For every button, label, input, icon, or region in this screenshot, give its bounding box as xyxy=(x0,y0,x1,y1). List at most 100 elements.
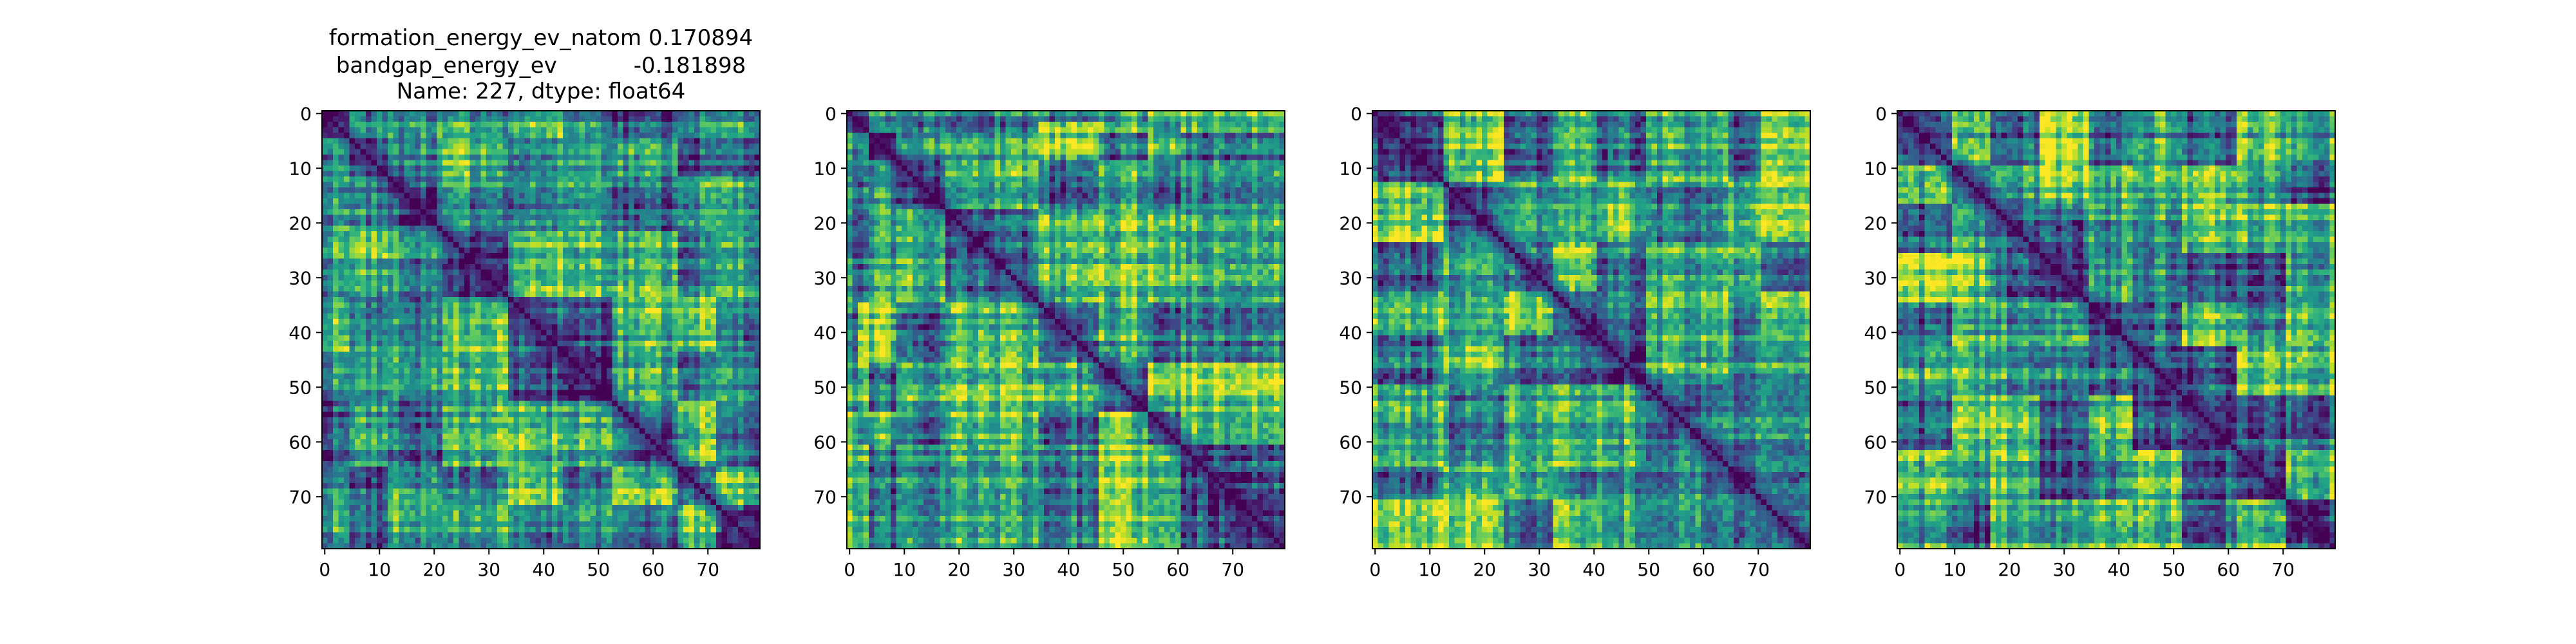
heatmap-cell xyxy=(585,352,591,358)
heatmap-cell xyxy=(743,341,750,347)
heatmap-cell xyxy=(448,417,454,424)
heatmap-cell xyxy=(585,368,591,374)
heatmap-cell xyxy=(607,116,613,122)
heatmap-cell xyxy=(732,204,739,210)
heatmap-cell xyxy=(442,122,449,128)
heatmap-cell xyxy=(563,187,569,194)
heatmap-cell xyxy=(480,417,487,424)
heatmap-cell xyxy=(694,138,701,144)
heatmap-cell xyxy=(508,422,515,429)
heatmap-cell xyxy=(699,155,706,161)
heatmap-cell xyxy=(585,433,591,440)
heatmap-cell xyxy=(382,324,388,330)
heatmap-cell xyxy=(513,242,520,249)
heatmap-cell xyxy=(480,280,487,287)
heatmap-cell xyxy=(366,401,372,407)
heatmap-cell xyxy=(677,286,684,292)
heatmap-cell xyxy=(634,401,640,407)
heatmap-cell xyxy=(710,308,717,314)
heatmap-cell xyxy=(568,209,574,216)
heatmap-cell xyxy=(645,401,651,407)
heatmap-cell xyxy=(601,335,607,341)
heatmap-cell xyxy=(754,275,761,281)
heatmap-cell xyxy=(366,297,372,303)
heatmap-cell xyxy=(541,433,547,440)
heatmap-cell xyxy=(754,247,761,254)
heatmap-cell xyxy=(344,368,350,374)
heatmap-cell xyxy=(366,171,372,177)
heatmap-cell xyxy=(535,220,542,227)
heatmap-cell xyxy=(607,253,613,260)
heatmap-cell xyxy=(629,138,635,144)
heatmap-cell xyxy=(672,214,679,221)
heatmap-cell xyxy=(453,236,460,243)
heatmap-cell xyxy=(683,379,690,385)
heatmap-cell xyxy=(557,368,564,374)
heatmap-cell xyxy=(388,122,394,128)
heatmap-cell xyxy=(486,357,493,363)
heatmap-cell xyxy=(371,444,377,451)
heatmap-cell xyxy=(541,428,547,435)
heatmap-cell xyxy=(743,357,750,363)
heatmap-cell xyxy=(732,247,739,254)
heatmap-cell xyxy=(535,297,542,303)
heatmap-cell xyxy=(634,166,640,172)
heatmap-cell xyxy=(464,390,471,396)
heatmap-cell xyxy=(645,193,651,199)
heatmap-cell xyxy=(513,374,520,380)
heatmap-cell xyxy=(738,209,744,216)
heatmap-cell xyxy=(486,444,493,451)
heatmap-cell xyxy=(732,258,739,265)
heatmap-cell xyxy=(464,187,471,194)
heatmap-cell xyxy=(557,111,564,117)
heatmap-cell xyxy=(530,412,536,418)
heatmap-cell xyxy=(541,395,547,402)
heatmap-cell xyxy=(442,198,449,205)
heatmap-cell xyxy=(563,160,569,166)
heatmap-cell xyxy=(431,187,438,194)
heatmap-cell xyxy=(366,302,372,308)
heatmap-cell xyxy=(535,319,542,325)
heatmap-cell xyxy=(322,122,328,128)
heatmap-cell xyxy=(519,319,526,325)
heatmap-cell xyxy=(426,122,432,128)
heatmap-cell xyxy=(349,444,355,451)
heatmap-cell xyxy=(716,144,723,150)
heatmap-cell xyxy=(333,433,339,440)
heatmap-cell xyxy=(601,187,607,194)
heatmap-cell xyxy=(749,138,755,144)
heatmap-cell xyxy=(683,412,690,418)
heatmap-cell xyxy=(710,149,717,155)
heatmap-cell xyxy=(738,176,744,183)
heatmap-cell xyxy=(694,417,701,424)
heatmap-cell xyxy=(618,220,624,227)
heatmap-cell xyxy=(661,302,668,308)
heatmap-cell xyxy=(546,127,553,133)
heatmap-cell xyxy=(327,122,334,128)
heatmap-cell xyxy=(333,395,339,402)
heatmap-cell xyxy=(327,444,334,451)
heatmap-cell xyxy=(530,149,536,155)
heatmap-cell xyxy=(480,433,487,440)
heatmap-cell xyxy=(371,422,377,429)
heatmap-cell xyxy=(393,335,399,341)
heatmap-cell xyxy=(601,368,607,374)
heatmap-cell xyxy=(574,313,580,319)
heatmap-cell xyxy=(667,220,673,227)
heatmap-cell xyxy=(519,379,526,385)
heatmap-cell xyxy=(426,346,432,352)
heatmap-cell xyxy=(360,412,366,418)
heatmap-cell xyxy=(629,187,635,194)
heatmap-cell xyxy=(727,236,734,243)
heatmap-cell xyxy=(563,220,569,227)
heatmap-cell xyxy=(596,428,602,435)
heatmap-cell xyxy=(475,428,482,435)
heatmap-cell xyxy=(743,264,750,270)
heatmap-cell xyxy=(399,368,405,374)
heatmap-cell xyxy=(491,319,498,325)
heatmap-cell xyxy=(552,330,558,336)
heatmap-cell xyxy=(661,412,668,418)
heatmap-cell xyxy=(623,313,629,319)
heatmap-cell xyxy=(338,335,345,341)
heatmap-cell xyxy=(585,401,591,407)
